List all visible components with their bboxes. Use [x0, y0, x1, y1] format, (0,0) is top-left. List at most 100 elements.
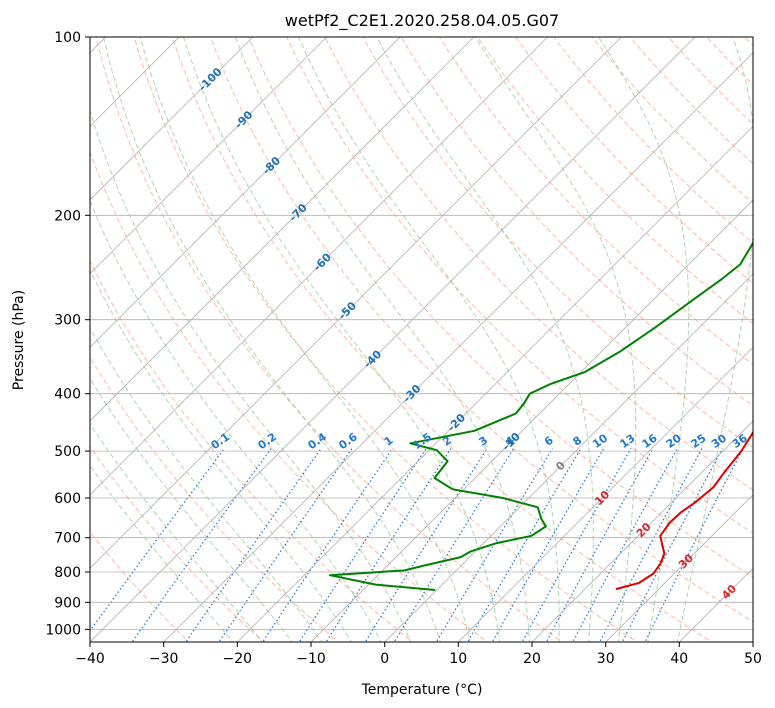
isotherm-line	[90, 37, 401, 348]
moist-adiabat	[103, 37, 441, 642]
mixing-ratio-line	[298, 448, 427, 642]
dry-adiabat	[400, 37, 753, 407]
isotherm-line	[90, 37, 696, 642]
mixing-ratio-line	[521, 448, 632, 642]
pressure-gridlines	[90, 37, 753, 630]
mixing-ratio-label: 10	[590, 431, 610, 451]
moist-adiabat	[90, 422, 264, 642]
mixing-ratio-line	[218, 448, 353, 642]
y-tick-label: 700	[54, 531, 81, 547]
y-tick-label: 100	[54, 30, 81, 46]
dry-adiabat	[770, 24, 775, 645]
mixing-ratio-label: 13	[617, 432, 637, 451]
x-tick-label: −10	[296, 651, 326, 667]
y-tick-label: 400	[54, 387, 81, 403]
mixing-ratio-line	[262, 448, 393, 642]
y-tick-label: 300	[54, 313, 81, 329]
dry-adiabat	[90, 259, 414, 642]
mixing-ratio-line	[644, 448, 744, 642]
x-tick-label: −30	[149, 651, 179, 667]
mixing-ratio-lines	[90, 448, 744, 642]
plot-area: 0.1 0.2 0.4 0.6 1 1.5 2 3 4 6 8 10 13 16 20 25 30 36-100-…	[90, 24, 775, 645]
mixing-ratio-line	[325, 448, 452, 642]
dewpoint-profile-line	[328, 240, 753, 591]
dry-adiabat	[286, 37, 753, 534]
mixing-ratio-label: 3	[477, 434, 491, 449]
isotherm-line	[679, 567, 753, 642]
isotherm-line	[605, 494, 753, 642]
temperature-profile-line	[615, 430, 753, 591]
mixing-ratio-line	[364, 448, 488, 642]
x-tick-label: 50	[744, 651, 762, 667]
isotherm-line	[90, 37, 622, 569]
isotherm-line	[310, 199, 753, 642]
isotherm-line	[90, 37, 327, 275]
x-tick-label: 10	[449, 651, 467, 667]
x-axis-ticks: −40 −30 −20 −10 0 10 20 30 40 50	[75, 642, 762, 667]
moist-adiabat	[90, 269, 352, 642]
mixing-ratio-label: 36	[730, 431, 750, 451]
mixing-ratio-line	[435, 448, 554, 642]
moist-adiabat	[376, 37, 594, 642]
mixing-ratio-label: 20	[664, 431, 684, 451]
x-tick-label: 20	[523, 651, 541, 667]
x-tick-label: −40	[75, 651, 105, 667]
dry-adiabat	[477, 37, 753, 325]
mixing-ratio-label: 6	[542, 434, 556, 449]
dry-adiabat	[591, 37, 753, 204]
isotherm-line	[531, 420, 753, 642]
chart-title: wetPf2_C2E1.2020.258.04.05.G07	[285, 11, 559, 31]
dry-adiabat	[171, 37, 713, 642]
line-labels: 0.1 0.2 0.4 0.6 1 1.5 2 3 4 6 8 10 13 16 20 25 30 36-100-…	[196, 65, 750, 602]
y-tick-label: 900	[54, 595, 81, 611]
isotherm-line	[90, 37, 548, 496]
y-tick-label: 600	[54, 491, 81, 507]
dry-adiabats	[90, 24, 775, 645]
isotherm-line	[90, 37, 254, 201]
dry-adiabat	[744, 37, 753, 47]
y-axis-ticks: 100 200 300 400 500 600 700 800 900 1000	[45, 30, 90, 638]
isotherm-line	[90, 37, 475, 422]
dry-adiabat	[667, 37, 753, 125]
isotherm-line	[752, 641, 753, 642]
y-tick-label: 800	[54, 565, 81, 581]
mixing-ratio-line	[185, 448, 322, 642]
dry-adiabat	[515, 37, 753, 284]
mixing-ratio-label: 8	[571, 434, 585, 449]
isotherm-line	[237, 125, 753, 642]
mixing-ratio-label: 16	[640, 431, 660, 451]
moist-adiabat	[474, 37, 637, 642]
mixing-ratio-line	[131, 448, 272, 642]
dry-adiabat	[362, 37, 753, 449]
mixing-ratio-label: 0.4	[306, 430, 330, 452]
moist-adiabat	[90, 464, 234, 642]
dry-adiabat	[90, 531, 190, 642]
x-tick-label: 0	[380, 651, 389, 667]
dry-adiabat	[629, 37, 753, 165]
dry-adiabat	[438, 37, 753, 366]
moist-adiabat	[298, 37, 560, 642]
dry-adiabat	[324, 37, 753, 491]
dry-adiabat	[133, 37, 638, 642]
x-tick-label: 40	[670, 651, 688, 667]
dry-adiabat	[248, 37, 753, 578]
moist-adiabat	[183, 37, 501, 642]
mixing-ratio-line	[621, 448, 723, 642]
mixing-ratio-line	[572, 448, 678, 642]
moist-adiabat	[139, 37, 471, 642]
y-tick-label: 200	[54, 208, 81, 224]
y-tick-label: 500	[54, 444, 81, 460]
mixing-ratio-label: 1	[382, 434, 396, 449]
mixing-ratio-line	[393, 448, 515, 642]
y-tick-label: 1000	[45, 622, 81, 638]
plot-frame	[89, 36, 754, 643]
dry-adiabat	[90, 445, 265, 642]
dry-adiabat	[705, 37, 753, 86]
mixing-ratio-line	[545, 448, 654, 642]
isotherms	[90, 37, 753, 642]
mixing-ratio-line	[599, 448, 703, 642]
x-tick-label: 30	[597, 651, 615, 667]
dry-adiabat	[90, 150, 489, 642]
isotherm-line	[458, 346, 753, 642]
